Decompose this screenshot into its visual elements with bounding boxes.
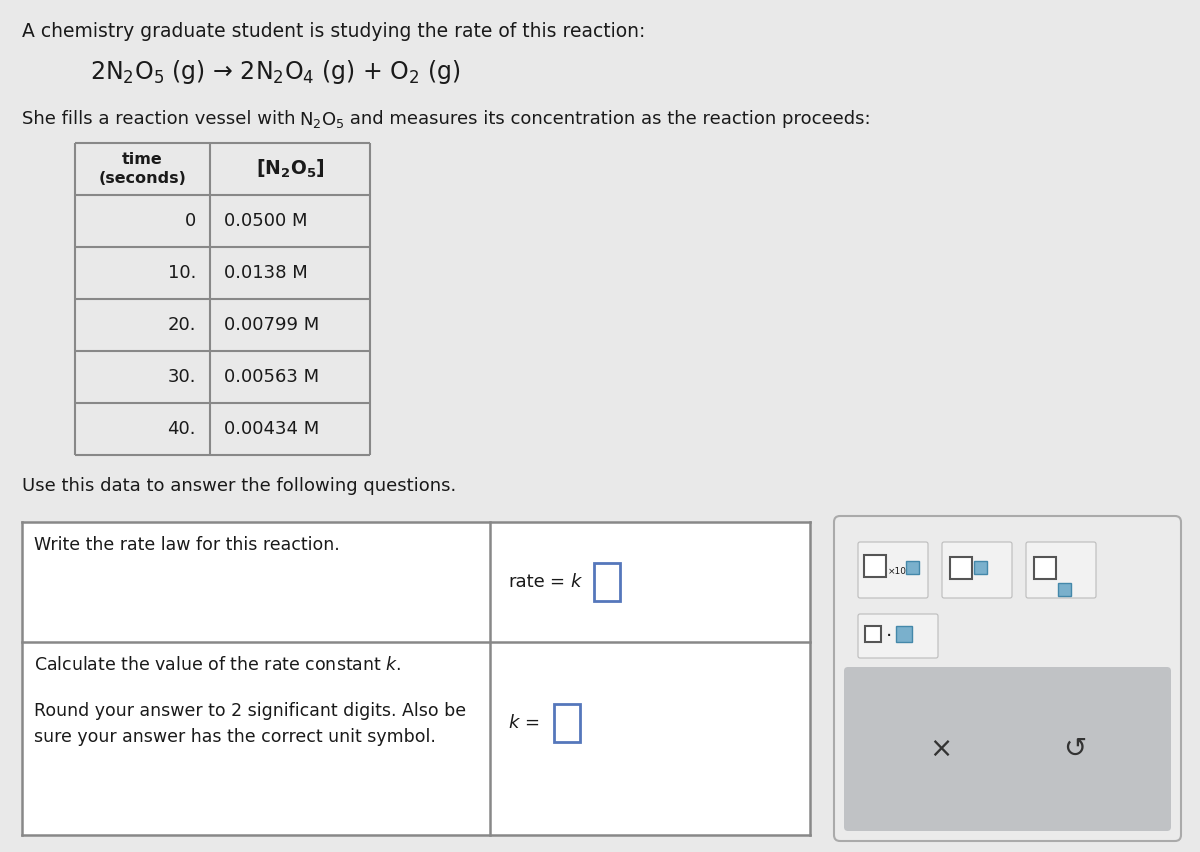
Bar (974, 561, 986, 574)
Text: Round your answer to 2 significant digits. Also be
sure your answer has the corr: Round your answer to 2 significant digit… (34, 702, 466, 746)
Text: =: = (550, 573, 571, 591)
Bar (865, 626, 881, 642)
Text: A chemistry graduate student is studying the rate of this reaction:: A chemistry graduate student is studying… (22, 22, 646, 41)
Text: 10.: 10. (168, 264, 196, 282)
Text: 0.0500 M: 0.0500 M (224, 212, 307, 230)
FancyBboxPatch shape (858, 614, 938, 658)
Text: ×10: ×10 (888, 567, 907, 577)
Text: She fills a reaction vessel with: She fills a reaction vessel with (22, 110, 301, 128)
Bar (906, 561, 919, 573)
Text: $k$: $k$ (570, 573, 583, 591)
Text: $\mathregular{2N_2O_5}$ (g) → $\mathregular{2N_2O_4}$ (g) + $\mathregular{O_2}$ : $\mathregular{2N_2O_5}$ (g) → $\mathregu… (90, 58, 461, 86)
Bar (22, 522, 810, 835)
Text: 0.00563 M: 0.00563 M (224, 368, 319, 386)
Text: time
(seconds): time (seconds) (98, 152, 186, 186)
Text: 30.: 30. (168, 368, 196, 386)
Text: ·: · (886, 626, 893, 646)
FancyBboxPatch shape (942, 542, 1012, 598)
FancyBboxPatch shape (1026, 542, 1096, 598)
Text: 0: 0 (185, 212, 196, 230)
Text: 0.00434 M: 0.00434 M (224, 420, 319, 438)
Text: 0.0138 M: 0.0138 M (224, 264, 307, 282)
Bar (594, 563, 620, 601)
Text: ×: × (929, 735, 952, 763)
Text: Write the rate law for this reaction.: Write the rate law for this reaction. (34, 536, 340, 554)
Bar (864, 555, 886, 577)
Bar (950, 557, 972, 579)
Text: 40.: 40. (168, 420, 196, 438)
Text: $\mathregular{N_2O_5}$: $\mathregular{N_2O_5}$ (299, 110, 344, 130)
FancyBboxPatch shape (844, 667, 1171, 831)
Text: Calculate the value of the rate constant $k$.: Calculate the value of the rate constant… (34, 656, 402, 674)
Text: Use this data to answer the following questions.: Use this data to answer the following qu… (22, 477, 456, 495)
Text: ↺: ↺ (1063, 735, 1086, 763)
Text: 0.00799 M: 0.00799 M (224, 316, 319, 334)
Text: 20.: 20. (168, 316, 196, 334)
Text: and measures its concentration as the reaction proceeds:: and measures its concentration as the re… (344, 110, 871, 128)
Text: $\mathregular{[N_2O_5]}$: $\mathregular{[N_2O_5]}$ (256, 158, 324, 180)
Bar (554, 704, 580, 742)
FancyBboxPatch shape (834, 516, 1181, 841)
Text: $k$ =: $k$ = (508, 714, 539, 732)
Text: rate: rate (508, 573, 545, 591)
Bar (1034, 557, 1056, 579)
FancyBboxPatch shape (858, 542, 928, 598)
Bar (896, 626, 912, 642)
Bar (1058, 583, 1072, 596)
